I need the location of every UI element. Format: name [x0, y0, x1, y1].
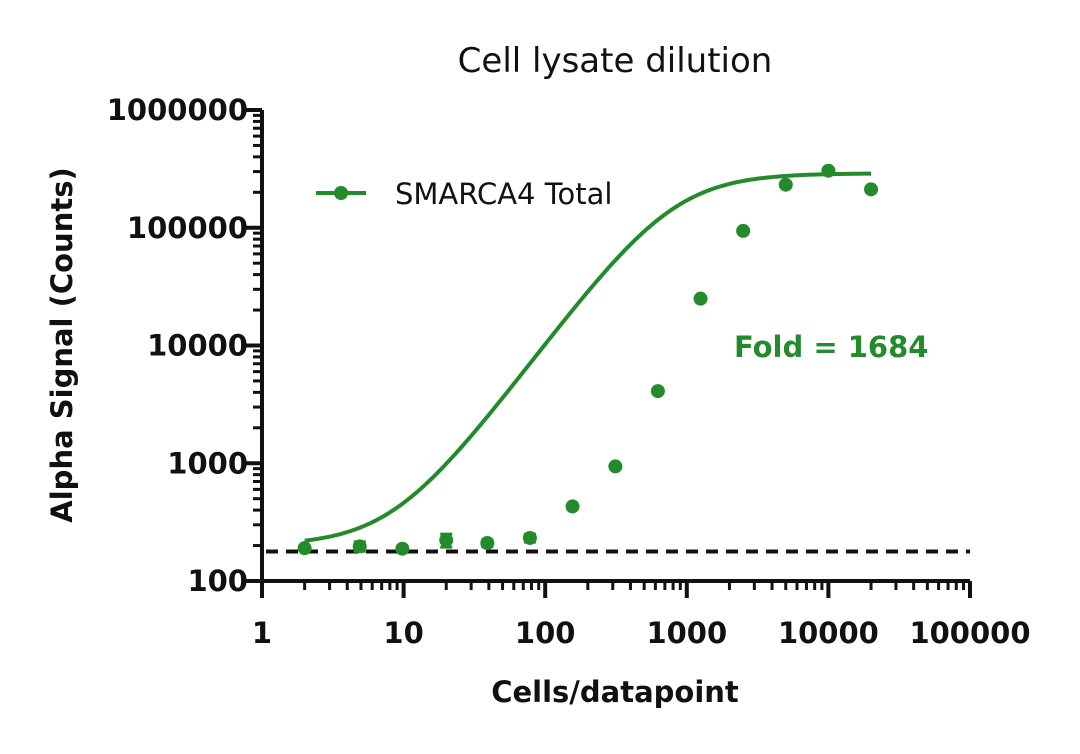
- x-tick-label: 100000: [909, 616, 1030, 650]
- data-points: [297, 163, 879, 556]
- y-tick-label: 1000: [167, 446, 248, 480]
- data-point: [565, 499, 580, 514]
- fold-annotation: Fold = 1684: [734, 330, 928, 364]
- chart-title: Cell lysate dilution: [458, 41, 773, 81]
- data-point: [778, 177, 793, 192]
- x-tick-label: 1000: [646, 616, 727, 650]
- data-point: [608, 459, 623, 474]
- y-axis-label: Alpha Signal (Counts): [45, 167, 79, 522]
- data-point: [650, 384, 665, 399]
- data-point: [439, 533, 454, 548]
- y-tick-label: 10000: [147, 329, 248, 363]
- legend-marker: [334, 186, 348, 200]
- legend-label: SMARCA4 Total: [395, 177, 612, 211]
- x-tick-label: 1: [252, 616, 272, 650]
- data-point: [522, 530, 537, 545]
- fit-curve: [304, 171, 872, 543]
- data-point: [480, 536, 495, 551]
- y-tick-label: 100: [187, 564, 248, 598]
- data-point: [693, 291, 708, 306]
- data-point: [352, 539, 367, 554]
- legend: SMARCA4 Total: [316, 177, 612, 211]
- x-axis-label: Cells/datapoint: [491, 675, 739, 709]
- y-tick-label: 100000: [127, 211, 248, 245]
- data-point: [395, 541, 410, 556]
- data-point: [736, 223, 751, 238]
- data-point: [864, 182, 879, 197]
- data-point: [297, 541, 312, 556]
- data-point: [821, 163, 836, 178]
- y-tick-label: 1000000: [107, 93, 248, 127]
- x-tick-label: 100: [515, 616, 576, 650]
- x-tick-label: 10: [383, 616, 423, 650]
- axes: 1 10 100 1000 10000 100000 100 1000 10000 100000 1…: [107, 93, 1031, 650]
- x-tick-label: 10000: [778, 616, 879, 650]
